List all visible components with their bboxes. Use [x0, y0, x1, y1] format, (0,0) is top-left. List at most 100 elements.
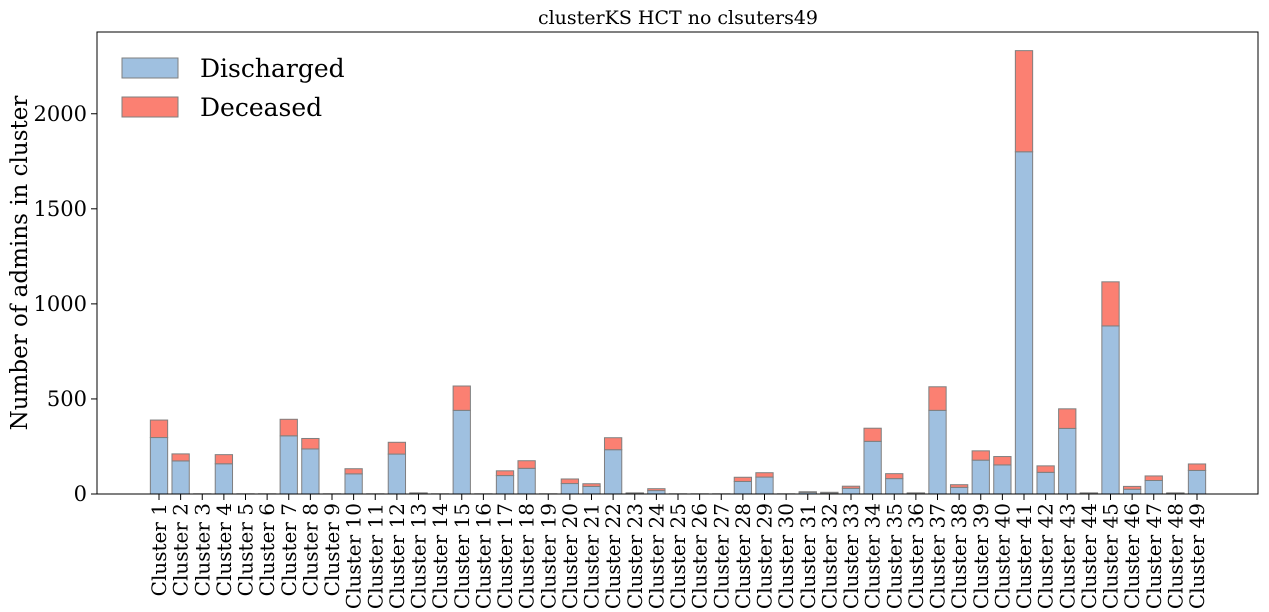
bar-deceased	[647, 488, 666, 492]
legend-label: Discharged	[200, 54, 345, 83]
legend-swatch	[121, 57, 179, 79]
x-tick-label: Cluster 36	[904, 503, 928, 609]
bar-discharged	[452, 409, 471, 495]
x-tick-label: Cluster 3	[190, 503, 214, 596]
bar-deceased	[755, 472, 774, 478]
bar-discharged	[301, 448, 320, 495]
x-tick-label: Cluster 35	[882, 503, 906, 609]
bar-deceased	[1101, 281, 1120, 327]
x-tick-label: Cluster 9	[320, 503, 344, 596]
x-tick-label: Cluster 39	[969, 503, 993, 609]
bar-deceased	[1187, 463, 1207, 471]
bar-discharged	[1187, 469, 1207, 495]
bar-deceased	[798, 491, 817, 493]
x-tick-label: Cluster 18	[515, 503, 539, 609]
x-tick-label: Cluster 19	[536, 503, 560, 609]
x-tick-label: Cluster 25	[666, 503, 690, 609]
y-tick-label: 0	[74, 482, 87, 506]
y-axis: 0 500 1000 1500 2000	[34, 102, 97, 506]
x-tick-label: Cluster 10	[342, 503, 366, 609]
x-tick-label: Cluster 4	[212, 503, 236, 596]
x-tick-label: Cluster 43	[1055, 503, 1079, 609]
x-tick-label: Cluster 48	[1163, 503, 1187, 609]
x-tick-label: Cluster 37	[926, 503, 950, 609]
bar-deceased	[841, 485, 861, 489]
x-tick-label: Cluster 45	[1099, 503, 1123, 609]
bars-layer	[149, 50, 1207, 495]
x-tick-label: Cluster 38	[947, 503, 971, 609]
bar-discharged	[1058, 427, 1077, 495]
x-tick-label: Cluster 15	[450, 503, 474, 609]
bar-discharged	[647, 490, 666, 495]
bar-discharged	[1014, 151, 1034, 495]
bar-discharged	[171, 460, 190, 495]
x-tick-label: Cluster 22	[601, 503, 625, 609]
x-tick-label: Cluster 40	[990, 503, 1014, 609]
x-tick-label: Cluster 5	[234, 503, 258, 596]
x-tick-label: Cluster 1	[147, 503, 171, 596]
bar-deceased	[387, 441, 407, 455]
bar-deceased	[279, 418, 298, 437]
bar-deceased	[344, 468, 363, 475]
bar-deceased	[1122, 485, 1142, 490]
bar-discharged	[560, 483, 580, 495]
x-tick-label: Cluster 41	[1012, 503, 1036, 609]
bar-discharged	[517, 467, 536, 495]
x-tick-label: Cluster 27	[709, 503, 733, 609]
bar-discharged	[755, 476, 774, 495]
bar-discharged	[885, 478, 904, 495]
bar-deceased	[1036, 465, 1055, 473]
x-tick-label: Cluster 29	[753, 503, 777, 609]
bar-deceased	[1058, 408, 1077, 429]
bar-deceased	[603, 437, 623, 451]
x-tick-label: Cluster 23	[623, 503, 647, 609]
bar-discharged	[1101, 325, 1120, 495]
bar-discharged	[971, 459, 990, 495]
legend-swatch	[121, 96, 179, 118]
bar-discharged	[949, 486, 969, 495]
x-tick-label: Cluster 33	[839, 503, 863, 609]
bar-deceased	[993, 456, 1012, 466]
bar-deceased	[1144, 475, 1163, 482]
bar-discharged	[279, 435, 298, 495]
x-tick-label: Cluster 49	[1185, 503, 1209, 609]
legend: Discharged Deceased	[121, 54, 345, 122]
x-tick-label: Cluster 7	[277, 503, 301, 596]
x-tick-label: Cluster 16	[471, 503, 495, 609]
chart-title: clusterKS HCT no clsuters49	[538, 7, 818, 29]
bar-deceased	[495, 470, 515, 477]
x-tick-label: Cluster 12	[385, 503, 409, 609]
bar-discharged	[603, 449, 623, 495]
y-tick-label: 1000	[34, 292, 87, 316]
bar-deceased	[863, 427, 882, 442]
bar-deceased	[971, 450, 990, 461]
x-tick-label: Cluster 24	[644, 503, 668, 609]
x-tick-label: Cluster 14	[428, 503, 452, 609]
bar-discharged	[1122, 488, 1142, 495]
x-tick-label: Cluster 8	[298, 503, 322, 596]
bar-deceased	[928, 386, 947, 411]
bar-discharged	[214, 463, 234, 495]
x-tick-label: Cluster 2	[169, 503, 193, 596]
y-tick-label: 2000	[34, 102, 87, 126]
bar-discharged	[733, 480, 753, 495]
bar-discharged	[993, 464, 1012, 495]
bar-deceased	[885, 473, 904, 480]
bar-deceased	[214, 454, 234, 465]
x-tick-label: Cluster 42	[1034, 503, 1058, 609]
x-tick-label: Cluster 44	[1077, 503, 1101, 609]
bar-discharged	[149, 437, 169, 495]
bar-discharged	[344, 473, 363, 495]
x-tick-label: Cluster 26	[688, 503, 712, 609]
bar-deceased	[820, 491, 839, 494]
x-tick-label: Cluster 31	[796, 503, 820, 609]
bar-deceased	[171, 453, 190, 462]
bar-discharged	[863, 440, 882, 495]
bar-deceased	[949, 484, 969, 488]
legend-label: Deceased	[200, 93, 322, 122]
x-tick-label: Cluster 47	[1142, 503, 1166, 609]
bar-deceased	[452, 385, 471, 411]
bar-discharged	[495, 475, 515, 495]
